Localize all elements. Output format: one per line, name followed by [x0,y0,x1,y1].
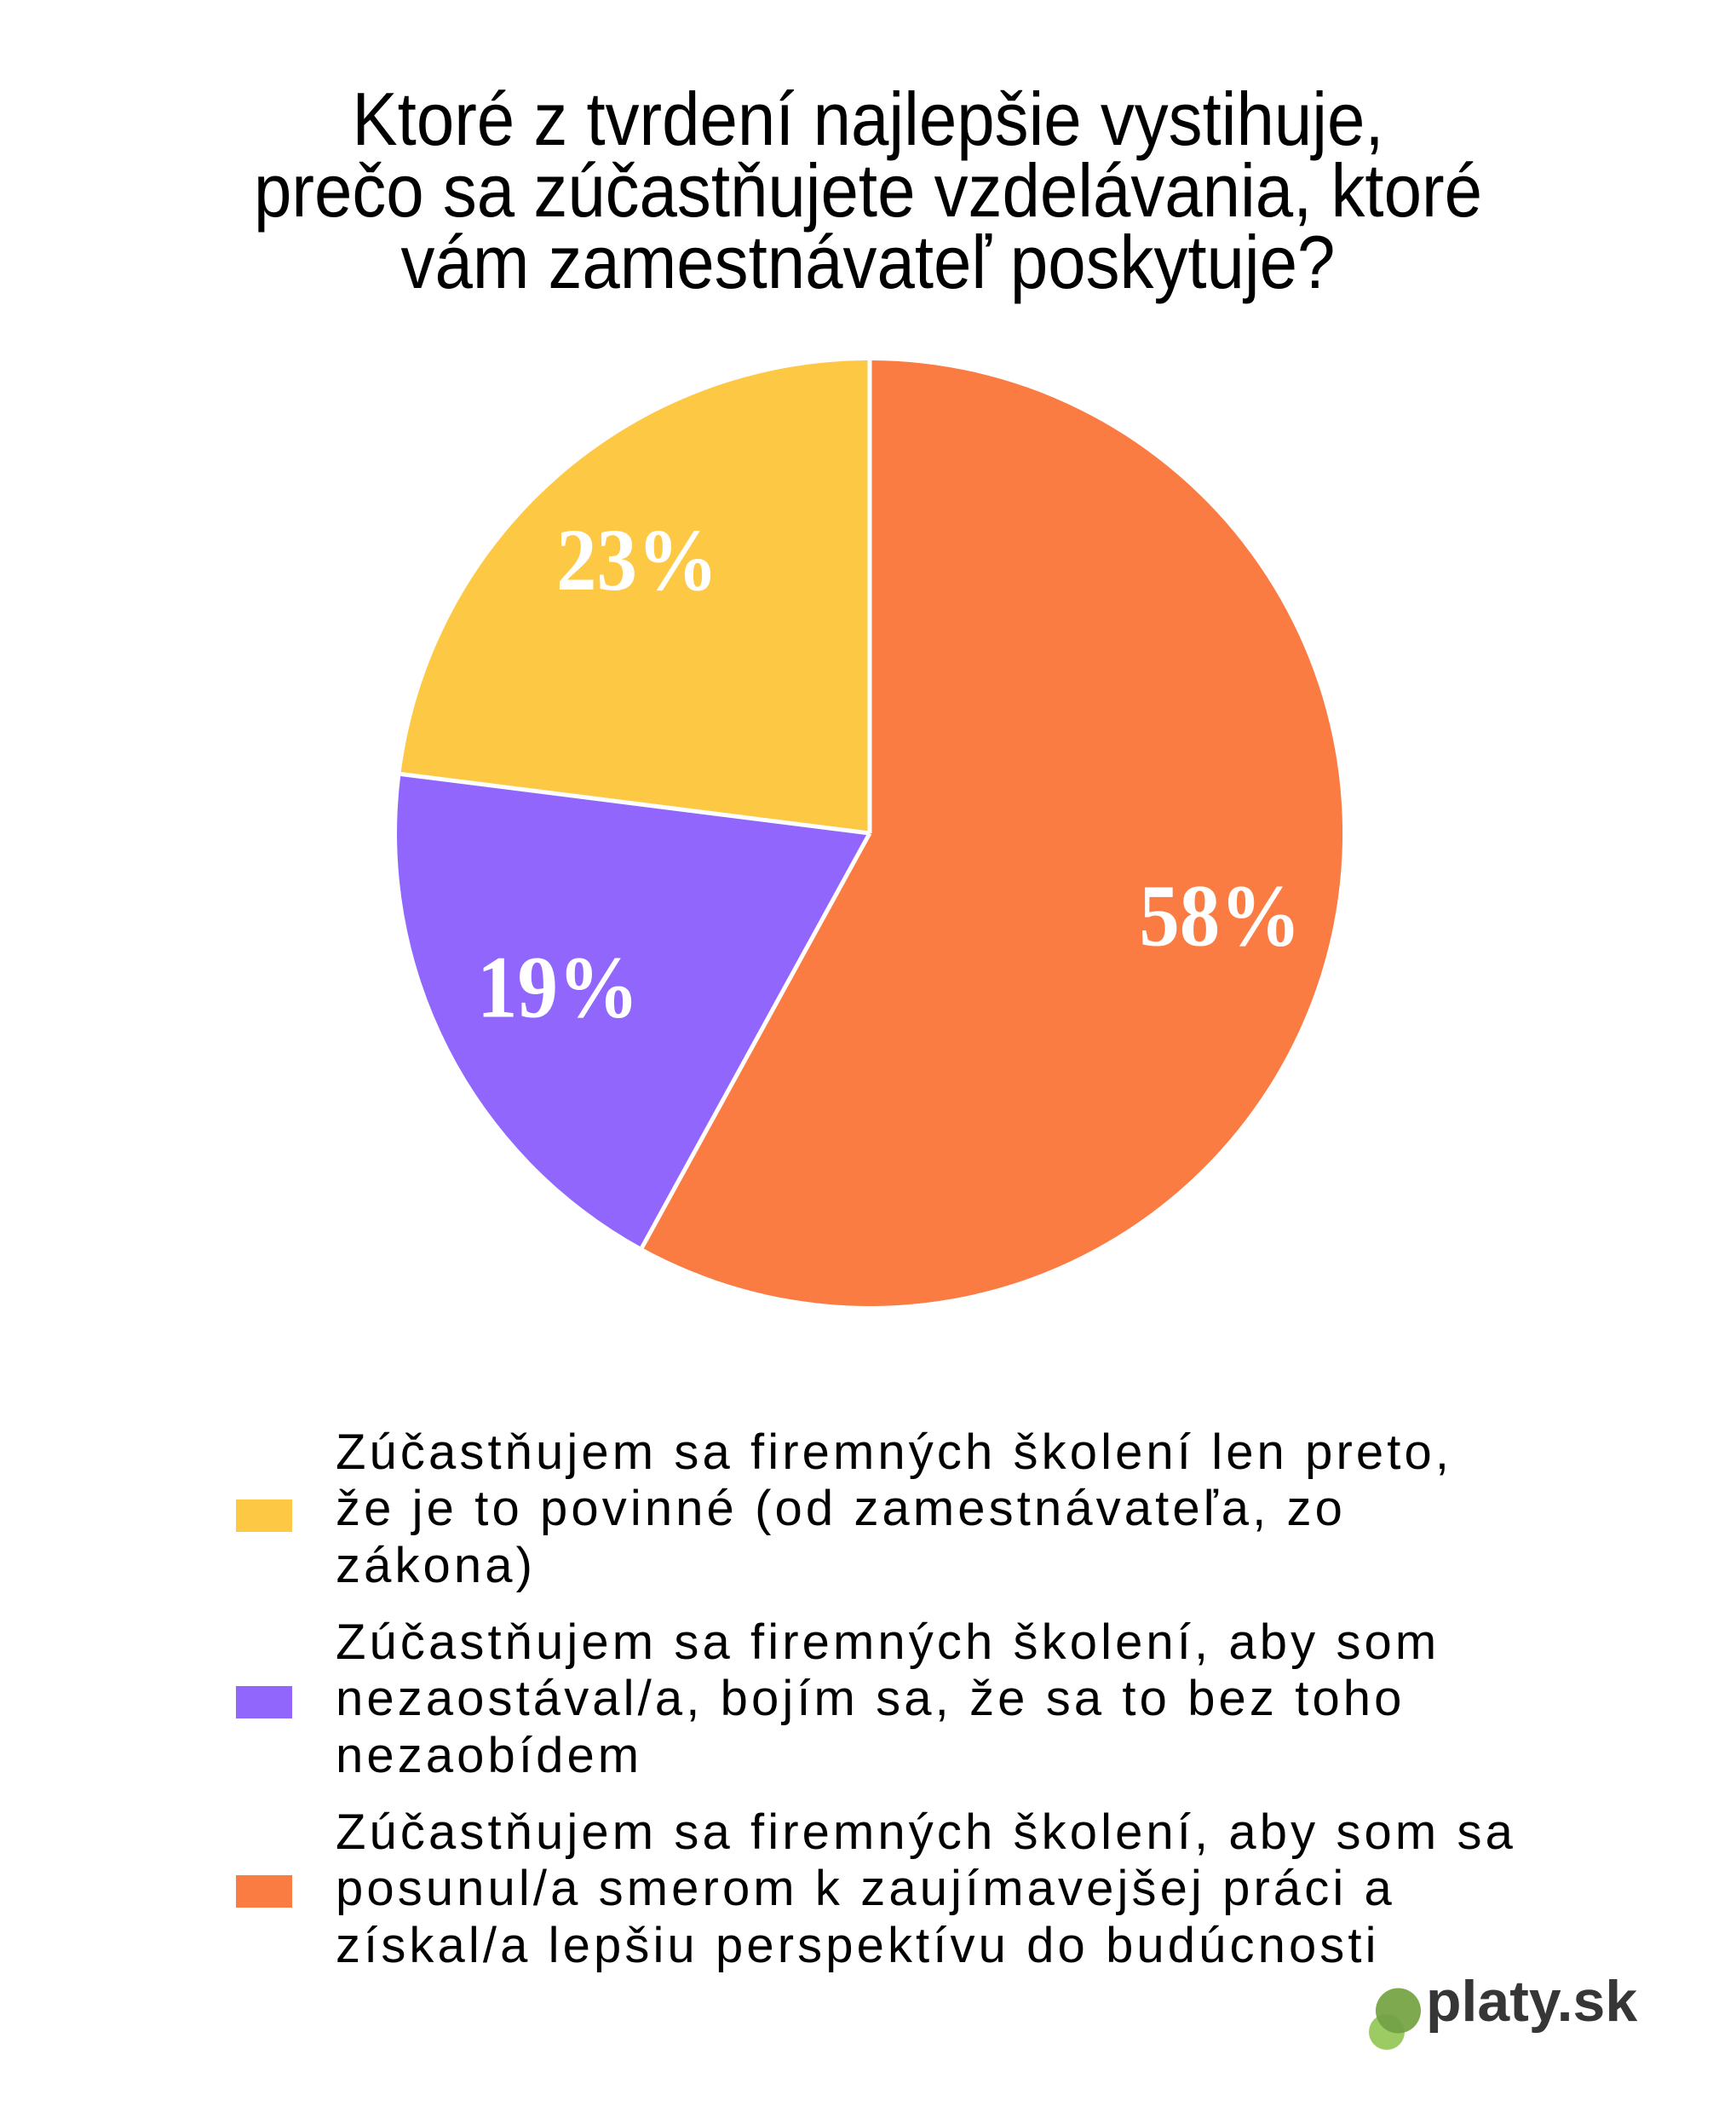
svg-text:23%: 23% [556,511,718,609]
svg-text:19%: 19% [477,939,639,1037]
svg-text:58%: 58% [1139,867,1301,965]
